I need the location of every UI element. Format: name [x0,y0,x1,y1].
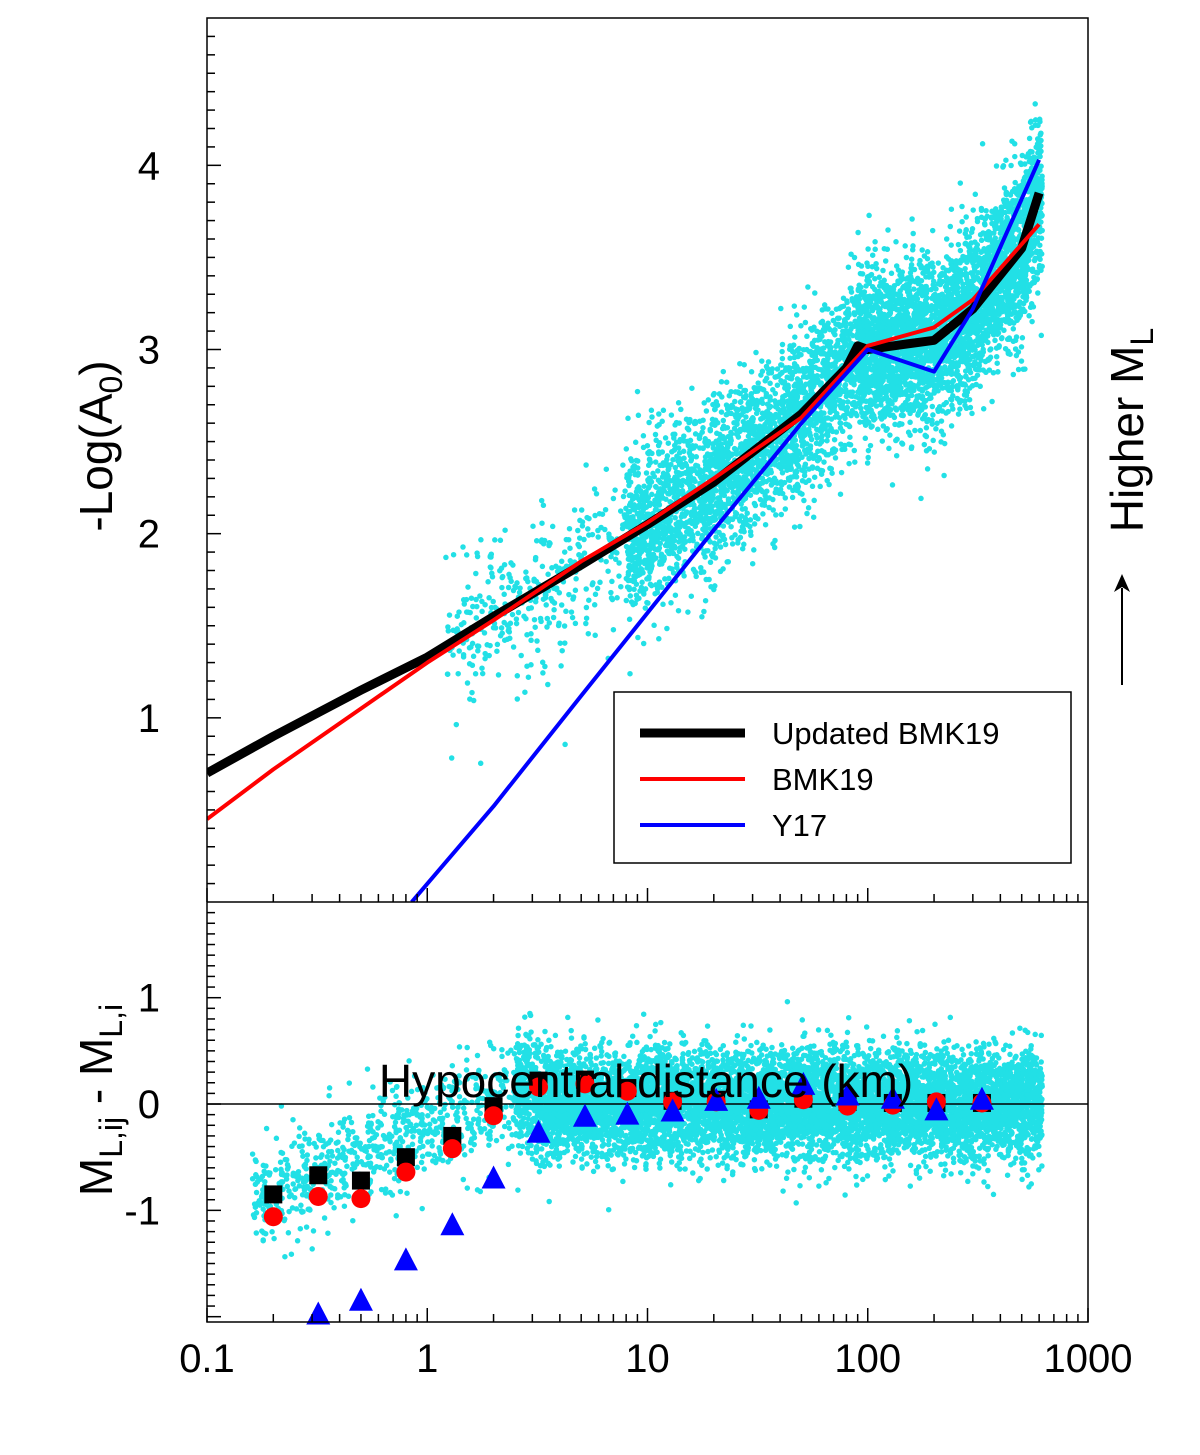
marker-triangle-y17 [704,1087,729,1111]
marker-triangle-y17 [481,1165,506,1189]
x-tick-label: 1 [416,1337,438,1381]
marker-triangle-y17 [393,1247,418,1271]
higher-ml-annotation: Higher ML [1101,328,1160,532]
marker-square-updated-bmk19 [264,1185,283,1204]
marker-circle-bmk19 [396,1162,416,1182]
marker-triangle-y17 [660,1098,685,1122]
x-axis-title: Hypocentral distance (km) [379,1055,913,1107]
top-cloud-points-chunk [446,141,1045,761]
bottom-scatter-cloud [249,998,1045,1260]
bottom-y-tick-label: 0 [138,1083,160,1127]
marker-triangle-y17 [572,1103,597,1127]
marker-circle-bmk19 [575,1074,595,1094]
top-scatter-cloud [443,101,1045,767]
axes-layer: 0.1 1 10 100 1000 1 2 3 4 -1 0 1 [124,17,1133,1381]
marker-triangle-y17 [746,1085,771,1109]
marker-triangle-y17 [924,1097,949,1121]
marker-circle-bmk19 [617,1081,637,1101]
marker-circle-bmk19 [308,1187,328,1207]
legend-label-bmk19: BMK19 [772,762,874,797]
marker-triangle-y17 [969,1086,994,1110]
higher-ml-arrow [1114,574,1130,685]
marker-triangle-y17 [615,1101,640,1125]
bottom-markers [263,1070,994,1325]
x-tick-label: 100 [834,1337,901,1381]
bottom-y-tick-label: -1 [124,1189,160,1233]
marker-circle-bmk19 [442,1139,462,1159]
marker-triangle-y17 [835,1082,860,1106]
marker-circle-bmk19 [263,1207,283,1227]
marker-triangle-y17 [526,1119,551,1143]
top-y-tick-label: 1 [138,697,160,741]
marker-square-updated-bmk19 [309,1166,328,1185]
marker-circle-bmk19 [793,1090,813,1110]
marker-circle-bmk19 [351,1189,371,1209]
marker-circle-bmk19 [529,1077,549,1097]
top-y-tick-label: 2 [138,513,160,557]
bottom-y-axis-title: ML,ij - ML,i [70,1004,129,1196]
marker-square-updated-bmk19 [351,1171,370,1190]
x-tick-label: 10 [625,1337,670,1381]
top-y-tick-label: 3 [138,329,160,373]
bottom-y-tick-label: 1 [138,977,160,1021]
marker-triangle-y17 [791,1071,816,1095]
legend-label-y17: Y17 [772,808,827,843]
marker-triangle-y17 [880,1085,905,1109]
top-y-tick-label: 4 [138,144,160,188]
plot-layer [207,158,1088,1325]
marker-square-updated-bmk19 [396,1148,415,1167]
line-updated-bmk19 [207,191,1044,778]
arrow-head-icon [1114,574,1130,592]
x-tick-label: 0.1 [179,1337,235,1381]
marker-triangle-y17 [348,1287,373,1311]
top-y-axis-title: -Log(A0) [70,360,129,531]
marker-triangle-y17 [440,1212,465,1236]
top-lines [207,158,1044,902]
line-bmk19 [207,222,1041,821]
legend: Updated BMK19 BMK19 Y17 [613,691,1072,864]
x-tick-label: 1000 [1044,1337,1133,1381]
marker-triangle-y17 [306,1301,331,1325]
line-y17 [410,158,1041,902]
marker-circle-bmk19 [484,1106,504,1126]
legend-label-updated-bmk19: Updated BMK19 [772,716,999,751]
